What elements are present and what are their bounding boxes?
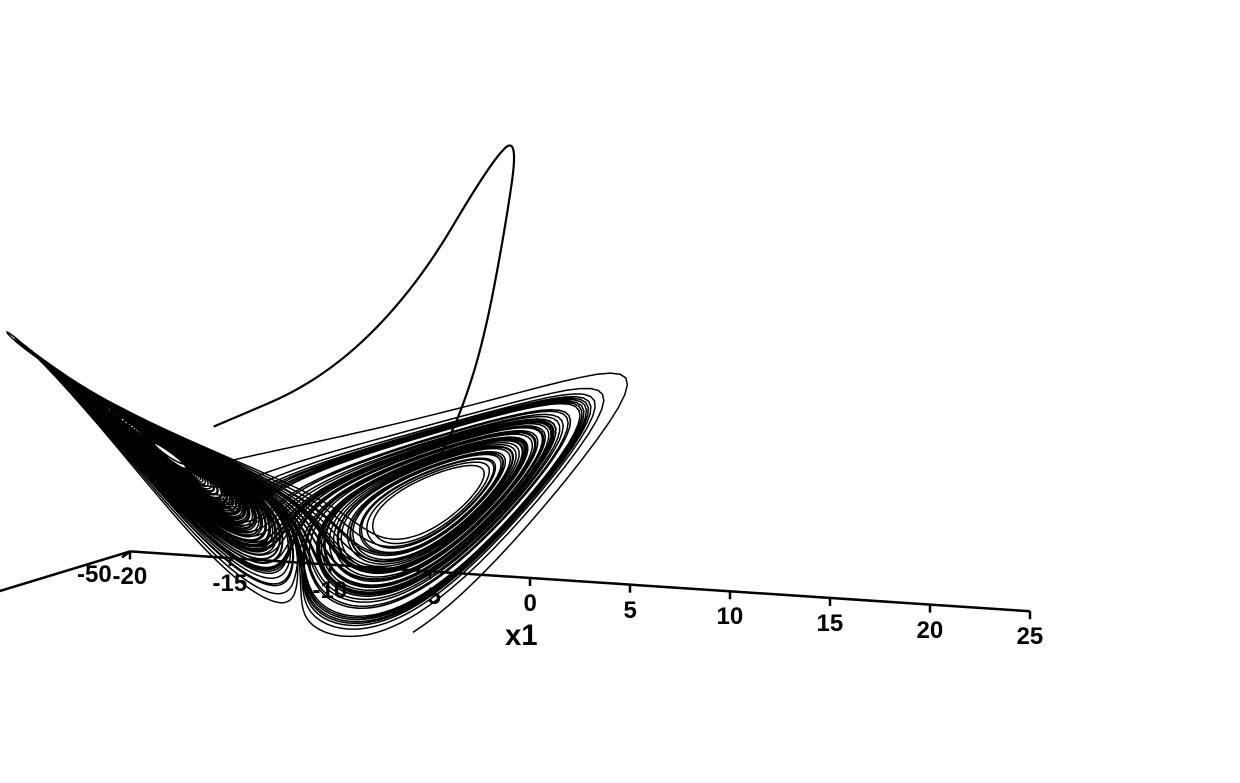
tick-label: 5: [624, 597, 637, 625]
tick-label: -10: [313, 577, 348, 605]
tick-label: -15: [213, 570, 248, 598]
lorenz-3d-chart: x3 x1 x2 020406080100-50050-20-15-10-505…: [0, 0, 1240, 783]
tick-label: -50: [77, 561, 112, 589]
tick-label: -5: [420, 583, 441, 611]
tick-label: 0: [524, 590, 537, 618]
tick-label: 15: [817, 610, 844, 638]
tick-label: 20: [917, 617, 944, 645]
tick-label: -20: [113, 563, 148, 591]
tick-label: 10: [717, 603, 744, 631]
chart-canvas: [0, 0, 1240, 783]
x-axis-label: x1: [505, 619, 538, 653]
tick-label: 25: [1017, 623, 1044, 651]
